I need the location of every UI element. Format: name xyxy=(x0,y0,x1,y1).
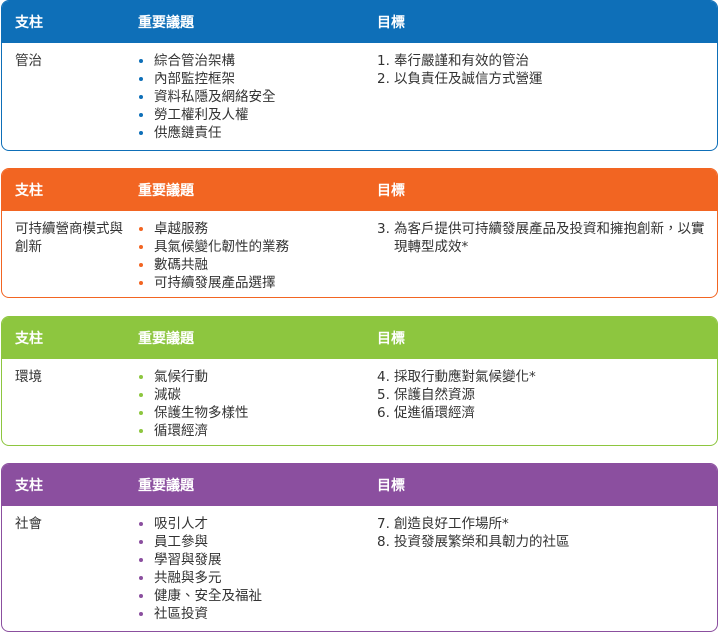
topic-item: 卓越服務 xyxy=(138,220,358,238)
goal-item: 3. 為客戶提供可持續發展產品及投資和擁抱創新，以實現轉型成效* xyxy=(377,220,717,256)
header-goals: 目標 xyxy=(377,478,405,494)
pillar-panel: 支柱 重要議題 目標環境 氣候行動 減碳 保護生物多樣性 循環經濟 4. 採取行動應對氣候變化*… xyxy=(1,316,718,446)
goal-number: 4. xyxy=(377,369,390,385)
goal-number: 6. xyxy=(377,405,390,421)
topic-item: 具氣候變化韌性的業務 xyxy=(138,238,358,256)
topic-item: 共融與多元 xyxy=(138,569,358,587)
topic-item: 減碳 xyxy=(138,386,358,404)
topic-item: 資料私隱及網絡安全 xyxy=(138,88,358,106)
pillar-name: 社會 xyxy=(15,516,42,532)
header-pillar: 支柱 xyxy=(15,183,43,199)
panel-header: 支柱 重要議題 目標 xyxy=(2,1,717,43)
topic-item: 數碼共融 xyxy=(138,256,358,274)
goal-number: 3. xyxy=(377,221,390,237)
goal-text: 創造良好工作場所* xyxy=(394,516,509,532)
topic-item: 社區投資 xyxy=(138,605,358,623)
goal-list: 1. 奉行嚴謹和有效的管治 2. 以負責任及誠信方式營運 xyxy=(377,52,717,88)
pillar-name: 管治 xyxy=(15,53,42,69)
goal-number: 1. xyxy=(377,53,390,69)
topic-item: 綜合管治架構 xyxy=(138,52,358,70)
panel-header: 支柱 重要議題 目標 xyxy=(2,169,717,211)
pillar-panel: 支柱 重要議題 目標管治 綜合管治架構 內部監控框架 資料私隱及網絡安全 勞工權利及人權 供應… xyxy=(1,0,718,151)
goal-item: 5. 保護自然資源 xyxy=(377,386,717,404)
goal-number: 8. xyxy=(377,534,390,550)
header-goals: 目標 xyxy=(377,15,405,31)
goal-item: 2. 以負責任及誠信方式營運 xyxy=(377,70,717,88)
header-topics: 重要議題 xyxy=(138,183,194,199)
goal-text: 奉行嚴謹和有效的管治 xyxy=(394,53,529,69)
topic-list: 卓越服務 具氣候變化韌性的業務 數碼共融 可持續發展產品選擇 xyxy=(138,220,358,292)
header-topics: 重要議題 xyxy=(138,331,194,347)
goal-number: 2. xyxy=(377,71,390,87)
topic-item: 勞工權利及人權 xyxy=(138,106,358,124)
goal-text: 保護自然資源 xyxy=(394,387,475,403)
goal-text: 投資發展繁榮和具韌力的社區 xyxy=(394,534,570,550)
topic-item: 健康、安全及福祉 xyxy=(138,587,358,605)
topic-item: 內部監控框架 xyxy=(138,70,358,88)
header-goals: 目標 xyxy=(377,331,405,347)
topic-item: 員工參與 xyxy=(138,533,358,551)
goal-number: 7. xyxy=(377,516,390,532)
goal-list: 7. 創造良好工作場所* 8. 投資發展繁榮和具韌力的社區 xyxy=(377,515,717,551)
goal-list: 4. 採取行動應對氣候變化* 5. 保護自然資源 6. 促進循環經濟 xyxy=(377,368,717,422)
goal-text: 促進循環經濟 xyxy=(394,405,475,421)
goal-text: 以負責任及誠信方式營運 xyxy=(394,71,543,87)
goal-item: 4. 採取行動應對氣候變化* xyxy=(377,368,717,386)
goal-number: 5. xyxy=(377,387,390,403)
pillar-name: 可持續營商模式與創新 xyxy=(15,221,123,255)
header-pillar: 支柱 xyxy=(15,15,43,31)
goal-text: 採取行動應對氣候變化* xyxy=(394,369,536,385)
topic-list: 綜合管治架構 內部監控框架 資料私隱及網絡安全 勞工權利及人權 供應鏈責任 xyxy=(138,52,358,142)
header-goals: 目標 xyxy=(377,183,405,199)
goal-text: 為客戶提供可持續發展產品及投資和擁抱創新，以實現轉型成效* xyxy=(394,221,705,255)
pillar-name: 環境 xyxy=(15,369,42,385)
goal-list: 3. 為客戶提供可持續發展產品及投資和擁抱創新，以實現轉型成效* xyxy=(377,220,717,256)
topic-item: 吸引人才 xyxy=(138,515,358,533)
topic-list: 氣候行動 減碳 保護生物多樣性 循環經濟 xyxy=(138,368,358,440)
pillar-panel: 支柱 重要議題 目標社會 吸引人才 員工參與 學習與發展 共融與多元 健康、安全及福祉 社區投資… xyxy=(1,463,718,632)
panel-header: 支柱 重要議題 目標 xyxy=(2,317,717,359)
goal-item: 7. 創造良好工作場所* xyxy=(377,515,717,533)
header-pillar: 支柱 xyxy=(15,331,43,347)
goal-item: 8. 投資發展繁榮和具韌力的社區 xyxy=(377,533,717,551)
topic-item: 供應鏈責任 xyxy=(138,124,358,142)
panel-header: 支柱 重要議題 目標 xyxy=(2,464,717,506)
header-topics: 重要議題 xyxy=(138,15,194,31)
topic-item: 氣候行動 xyxy=(138,368,358,386)
topic-item: 循環經濟 xyxy=(138,422,358,440)
pillar-panel: 支柱 重要議題 目標可持續營商模式與創新 卓越服務 具氣候變化韌性的業務 數碼共融 可持續發… xyxy=(1,168,718,298)
header-topics: 重要議題 xyxy=(138,478,194,494)
topic-item: 可持續發展產品選擇 xyxy=(138,274,358,292)
goal-item: 1. 奉行嚴謹和有效的管治 xyxy=(377,52,717,70)
topic-item: 保護生物多樣性 xyxy=(138,404,358,422)
topic-item: 學習與發展 xyxy=(138,551,358,569)
topic-list: 吸引人才 員工參與 學習與發展 共融與多元 健康、安全及福祉 社區投資 xyxy=(138,515,358,623)
header-pillar: 支柱 xyxy=(15,478,43,494)
goal-item: 6. 促進循環經濟 xyxy=(377,404,717,422)
